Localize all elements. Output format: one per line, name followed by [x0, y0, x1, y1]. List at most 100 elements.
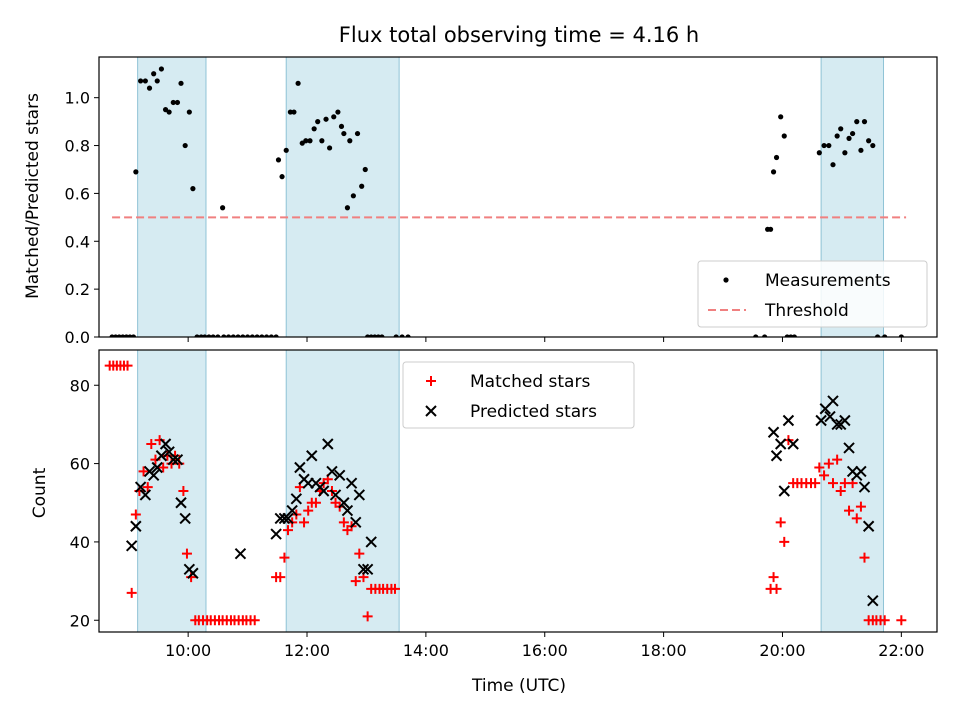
- matched-star-point: [879, 615, 890, 626]
- legend: Measurements Threshold: [697, 260, 928, 328]
- measurement-point: [753, 334, 759, 337]
- measurement-point: [210, 334, 216, 337]
- matched-star-point: [299, 517, 310, 528]
- measurement-point: [295, 80, 301, 86]
- legend-matched-swatch: [426, 376, 436, 386]
- predicted-star-point: [326, 465, 338, 478]
- measurement-point: [842, 150, 848, 156]
- y-tick-label: 1.0: [65, 89, 90, 108]
- measurement-point: [834, 133, 840, 139]
- measurement-point: [259, 334, 265, 337]
- matched-star-point: [832, 454, 843, 465]
- legend-predicted-swatch: [425, 405, 437, 417]
- measurement-point: [220, 205, 226, 211]
- predicted-star-point: [151, 461, 163, 474]
- panel-top: 0.0 0.2 0.4 0.6 0.8 1.0 Measurements Threshold: [65, 56, 938, 347]
- matched-star-point: [827, 478, 838, 489]
- predicted-star-point: [294, 461, 306, 474]
- bottom-ylabel: Count: [30, 467, 50, 518]
- matched-star-point: [835, 486, 846, 496]
- measurement-point: [221, 334, 227, 337]
- matched-star-point: [859, 552, 870, 563]
- measurement-point: [268, 334, 274, 337]
- measurement-point: [323, 116, 329, 122]
- predicted-star-point: [767, 426, 780, 438]
- predicted-star-point: [317, 485, 330, 497]
- predicted-star-point: [159, 438, 172, 450]
- x-tick-label: 22:00: [878, 641, 924, 660]
- matched-star-point: [303, 505, 314, 516]
- matched-star-point: [814, 462, 825, 473]
- measurement-point: [315, 119, 321, 125]
- matched-star-point: [122, 360, 133, 371]
- x-tick-label: 16:00: [522, 641, 568, 660]
- predicted-star-point: [134, 481, 147, 493]
- measurement-point: [311, 126, 317, 132]
- y-tick-label: 80: [70, 376, 90, 395]
- measurement-point: [767, 226, 774, 232]
- measurement-point: [331, 114, 337, 120]
- measurement-point: [762, 334, 768, 337]
- predicted-star-point: [322, 438, 334, 450]
- predicted-star-point: [306, 450, 318, 462]
- observing-window-band: [285, 56, 400, 338]
- measurement-point: [335, 109, 341, 115]
- matched-star-point: [851, 513, 862, 524]
- predicted-star-point: [290, 493, 303, 505]
- measurement-point: [393, 334, 399, 337]
- measurement-point: [350, 193, 356, 199]
- measurement-point: [821, 142, 827, 149]
- matched-star-point: [779, 536, 790, 547]
- chart-title: Flux total observing time = 4.16 h: [339, 23, 699, 47]
- legend-label: Threshold: [764, 301, 849, 321]
- measurement-point: [174, 99, 181, 106]
- matched-star-point: [775, 517, 786, 528]
- predicted-star-point: [125, 540, 138, 552]
- predicted-star-point: [155, 450, 168, 462]
- measurement-point: [826, 142, 832, 149]
- measurement-point: [354, 130, 361, 137]
- measurement-point: [158, 66, 165, 72]
- measurement-point: [254, 334, 260, 337]
- measurement-point: [870, 142, 876, 149]
- x-tick-label: 12:00: [284, 641, 330, 660]
- legend-label: Matched stars: [470, 372, 590, 392]
- measurement-point: [130, 334, 137, 337]
- measurement-point: [773, 154, 780, 161]
- matched-star-point: [819, 470, 830, 481]
- predicted-star-point: [787, 438, 799, 450]
- measurement-point: [898, 334, 904, 337]
- observing-window-band: [820, 349, 885, 633]
- measurement-point: [275, 157, 282, 163]
- predicted-star-point: [778, 485, 790, 497]
- predicted-star-point: [839, 414, 851, 427]
- legend-measurement-swatch: [723, 277, 729, 283]
- measurement-point: [338, 123, 345, 130]
- measurement-point: [291, 109, 297, 115]
- top-ylabel: Matched/Predicted stars: [23, 93, 43, 299]
- measurement-point: [142, 78, 148, 84]
- predicted-star-point: [270, 528, 282, 540]
- measurement-point: [405, 334, 411, 337]
- predicted-star-point: [175, 497, 187, 509]
- measurement-point: [235, 334, 241, 337]
- measurement-point: [287, 109, 293, 115]
- measurement-point: [326, 145, 333, 151]
- y-tick-label: 0.4: [65, 232, 90, 251]
- measurement-point: [273, 334, 279, 337]
- matched-star-point: [249, 615, 260, 626]
- predicted-star-point: [774, 438, 787, 450]
- x-tick-label: 18:00: [641, 641, 687, 660]
- legend-label: Measurements: [765, 271, 891, 291]
- measurement-point: [319, 138, 325, 144]
- measurement-point: [215, 334, 221, 337]
- measurement-point: [133, 169, 139, 175]
- x-tick-label: 10:00: [165, 641, 211, 660]
- measurement-point: [874, 334, 881, 337]
- measurement-point: [170, 99, 176, 106]
- measurement-point: [151, 71, 157, 77]
- matched-star-point: [389, 583, 400, 594]
- predicted-star-point: [782, 414, 795, 427]
- matched-star-point: [771, 583, 782, 594]
